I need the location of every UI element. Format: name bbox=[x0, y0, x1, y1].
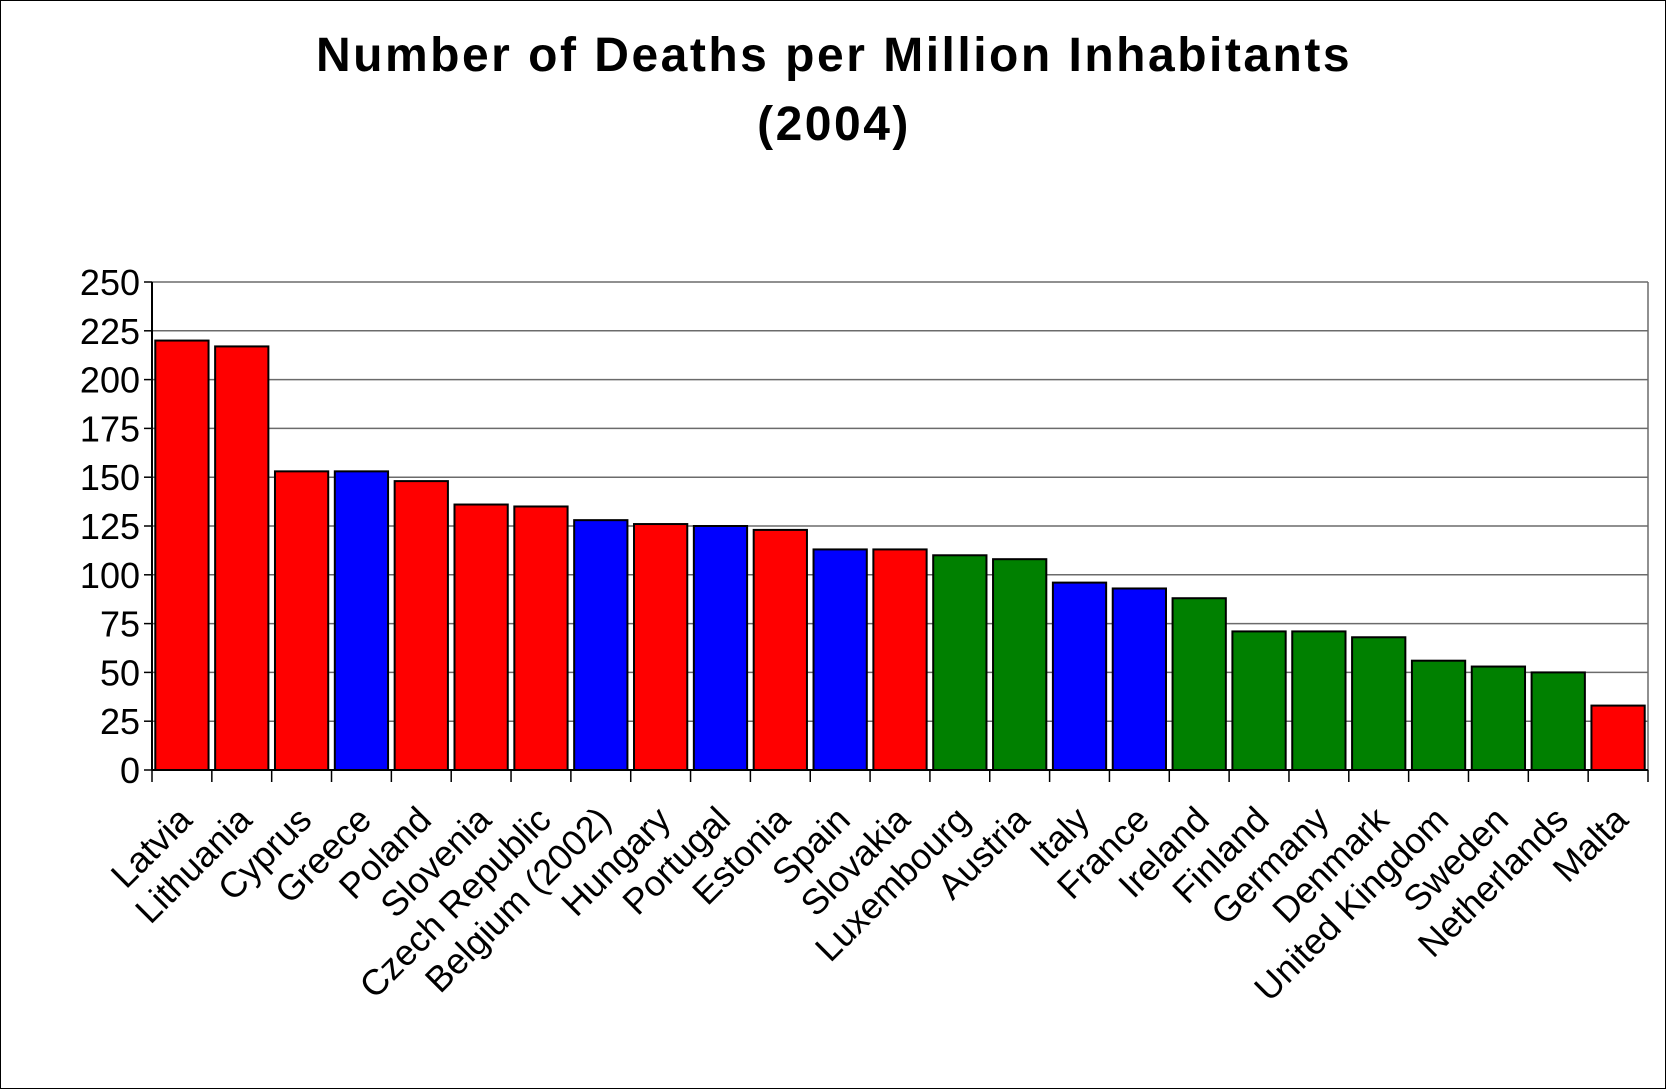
bar bbox=[1351, 636, 1407, 771]
bar bbox=[154, 339, 210, 771]
bar bbox=[453, 503, 509, 771]
bar bbox=[214, 345, 270, 771]
bar bbox=[333, 470, 390, 771]
bar bbox=[633, 523, 689, 771]
bar bbox=[752, 528, 808, 771]
bar bbox=[1231, 630, 1287, 772]
y-tick-label: 200 bbox=[80, 360, 140, 401]
y-tick-label: 225 bbox=[80, 311, 140, 352]
y-tick-label: 250 bbox=[80, 262, 140, 303]
bars bbox=[154, 339, 1646, 772]
bar bbox=[692, 525, 749, 771]
bar bbox=[812, 548, 868, 772]
bar bbox=[1291, 630, 1347, 772]
bar bbox=[872, 548, 928, 772]
axes bbox=[144, 281, 1649, 782]
bar bbox=[1051, 581, 1108, 771]
y-tick-label: 0 bbox=[120, 750, 140, 791]
chart-title: Number of Deaths per Million Inhabitants bbox=[315, 29, 1353, 82]
bar bbox=[513, 505, 569, 771]
bar bbox=[1410, 659, 1467, 771]
bar bbox=[573, 519, 629, 771]
bar bbox=[1590, 704, 1646, 771]
x-tick-labels: LatviaLithuaniaCyprusGreecePolandSloveni… bbox=[103, 798, 1637, 1009]
bar bbox=[932, 554, 988, 772]
bar bbox=[1111, 587, 1167, 771]
chart-subtitle: (2004) bbox=[757, 98, 911, 151]
bar bbox=[1530, 671, 1586, 772]
y-tick-label: 125 bbox=[80, 506, 140, 547]
y-tick-label: 25 bbox=[100, 701, 140, 742]
y-tick-labels: 0 25 50 75 100 125 150 175 200 225 250 bbox=[80, 262, 140, 791]
y-tick-label: 100 bbox=[80, 555, 140, 596]
bar bbox=[273, 470, 330, 771]
y-tick-label: 75 bbox=[100, 604, 140, 645]
y-tick-label: 150 bbox=[80, 457, 140, 498]
bar bbox=[1171, 597, 1227, 771]
y-tick-label: 175 bbox=[80, 408, 140, 449]
bar bbox=[992, 558, 1048, 772]
y-tick-label: 50 bbox=[100, 652, 140, 693]
bar bbox=[393, 480, 449, 771]
bar bbox=[1470, 665, 1527, 772]
